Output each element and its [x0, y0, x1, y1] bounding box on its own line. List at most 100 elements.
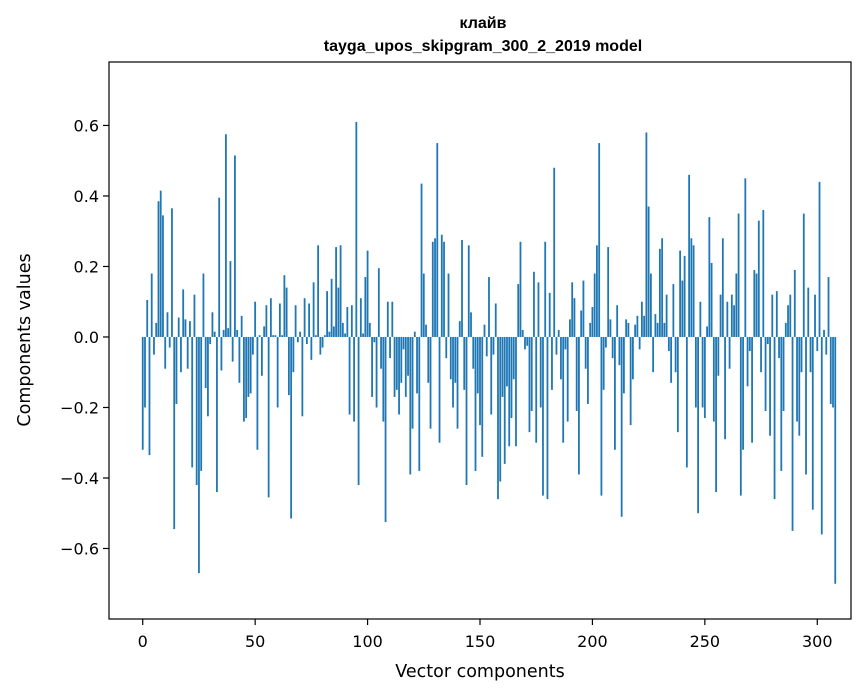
x-tick-label: 100 [352, 632, 383, 651]
bar [832, 336, 834, 408]
bar [339, 245, 342, 337]
bar [544, 241, 547, 337]
bar [337, 287, 340, 337]
bar [580, 310, 583, 337]
bar [661, 238, 664, 337]
bar [719, 294, 722, 337]
bar [607, 247, 610, 337]
bar [645, 132, 648, 337]
bar [823, 329, 825, 337]
bar [589, 322, 592, 337]
bar [616, 305, 619, 337]
y-tick-label: 0.4 [74, 187, 99, 206]
bar [314, 335, 317, 337]
bar [632, 336, 634, 380]
bar [456, 336, 459, 429]
bar [222, 329, 225, 337]
bar [162, 215, 164, 337]
bar [144, 336, 146, 408]
bar [593, 273, 596, 337]
bar [243, 336, 245, 422]
bar [375, 336, 378, 408]
bar [150, 273, 153, 337]
bar [261, 336, 263, 376]
bar [220, 336, 223, 371]
y-tick-label: −0.2 [60, 398, 99, 417]
bar [557, 329, 560, 337]
bar [775, 291, 778, 337]
bar [791, 336, 794, 531]
bar [157, 201, 160, 337]
y-tick-label: 0.6 [74, 116, 99, 135]
bar [560, 336, 562, 380]
bar [681, 280, 684, 337]
bar [386, 301, 389, 337]
bar [501, 336, 504, 397]
x-tick-label: 250 [690, 632, 721, 651]
bar [771, 294, 774, 337]
bar [452, 336, 454, 408]
bar [346, 307, 349, 337]
bar [171, 208, 173, 337]
y-tick-label: 0.0 [74, 328, 99, 347]
bar [310, 336, 313, 360]
bar [769, 336, 771, 436]
bar [362, 333, 364, 337]
bar [267, 336, 270, 498]
bar [256, 336, 259, 450]
bar [724, 336, 726, 440]
bar [407, 336, 409, 376]
bar [207, 336, 209, 417]
bar [679, 250, 682, 337]
bar [204, 336, 207, 389]
bar [319, 336, 322, 355]
bar [573, 298, 576, 337]
bar [751, 336, 753, 443]
bar [364, 277, 367, 337]
bar [638, 336, 641, 350]
bar [721, 238, 724, 337]
bar [784, 322, 787, 337]
bar [566, 336, 569, 422]
bar [694, 336, 697, 408]
bar [317, 245, 320, 337]
bar [382, 336, 385, 422]
bar [234, 155, 236, 337]
bar [587, 336, 589, 404]
bar [418, 336, 421, 471]
bar [240, 315, 243, 337]
bar [584, 336, 587, 369]
y-tick-label: −0.4 [60, 469, 99, 488]
bar [449, 336, 452, 380]
bar [793, 269, 796, 337]
bar [778, 336, 780, 359]
bar [807, 287, 810, 337]
bar [384, 336, 387, 523]
bar [562, 336, 565, 443]
bar [404, 336, 407, 397]
bar [413, 331, 416, 337]
bar [497, 336, 499, 500]
bar [519, 241, 522, 337]
bar [503, 336, 506, 464]
bar [685, 336, 688, 468]
bar [816, 336, 819, 352]
bar [805, 336, 807, 475]
bar [553, 167, 556, 337]
bar [485, 336, 488, 357]
bar [537, 282, 540, 337]
bar [227, 328, 230, 337]
bar [184, 319, 187, 337]
bar [366, 250, 369, 337]
bar [377, 268, 380, 337]
bar [269, 298, 272, 337]
x-axis-label: Vector components [395, 662, 564, 682]
bar [818, 181, 821, 337]
bar [546, 336, 549, 500]
bar [555, 336, 558, 355]
y-axis-label: Components values [15, 253, 35, 426]
bar [614, 336, 616, 450]
bar [717, 336, 720, 376]
bar [447, 273, 450, 337]
